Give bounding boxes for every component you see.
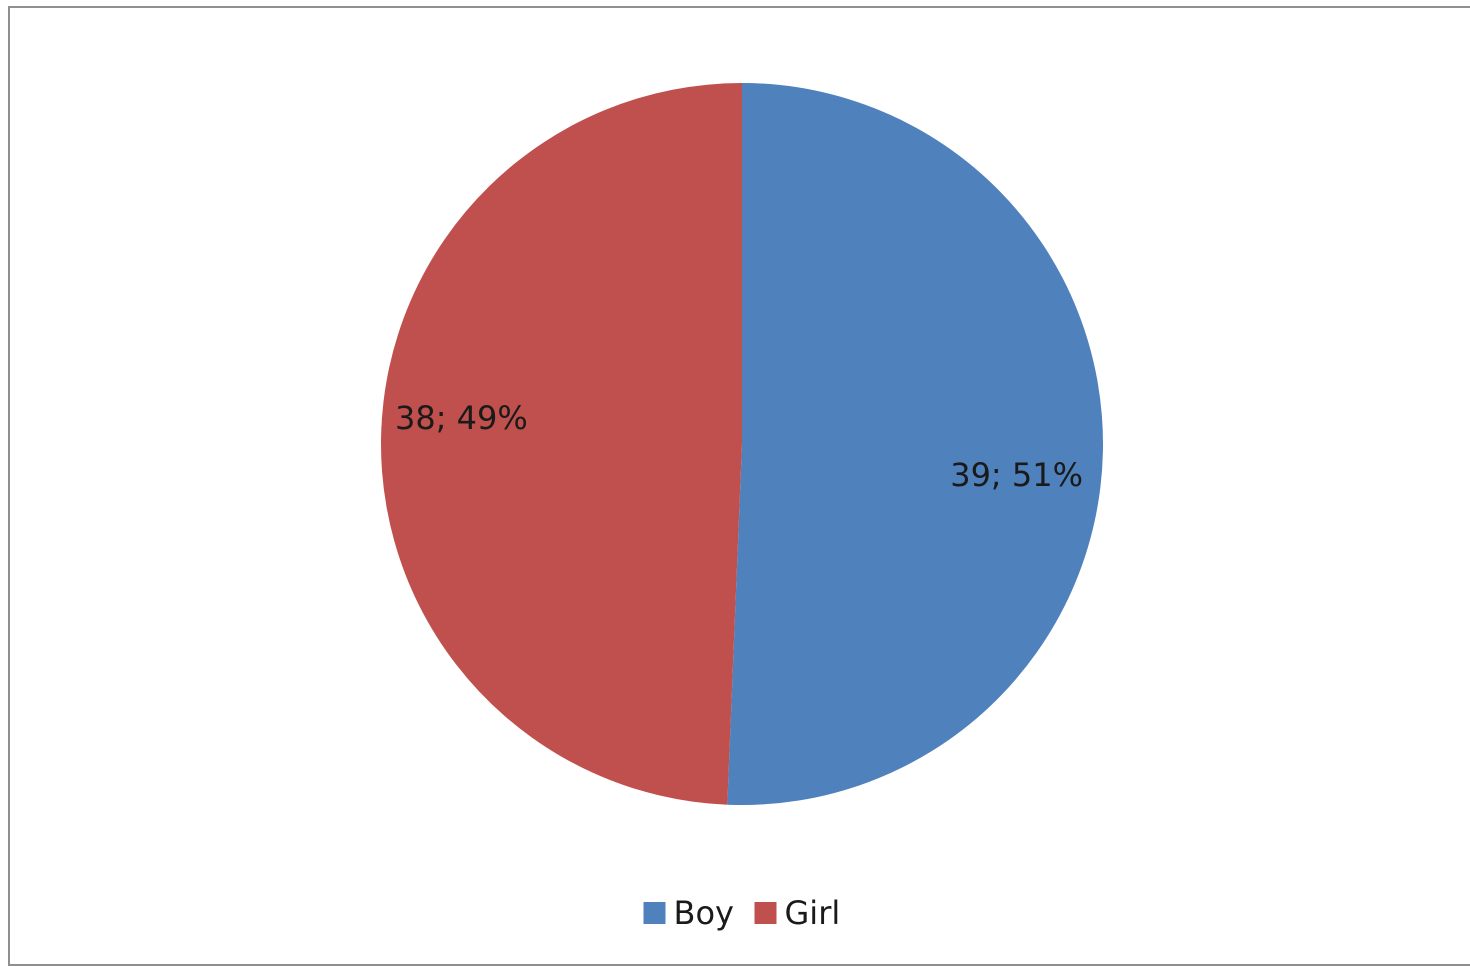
pie-data-labels: 39; 51% 38; 49% — [395, 399, 1083, 494]
legend-swatch-boy — [643, 902, 666, 924]
pie-slices — [381, 83, 1103, 805]
legend-item-boy: Boy — [643, 894, 734, 932]
legend-label-boy: Boy — [674, 894, 734, 932]
legend: Boy Girl — [643, 894, 841, 932]
data-label-boy: 39; 51% — [950, 456, 1083, 494]
legend-label-girl: Girl — [785, 894, 841, 932]
legend-item-girl: Girl — [754, 894, 841, 932]
data-label-girl: 38; 49% — [395, 399, 528, 437]
pie-slice-boy — [727, 83, 1103, 805]
legend-swatch-girl — [754, 902, 777, 924]
pie-slice-girl — [381, 83, 742, 805]
